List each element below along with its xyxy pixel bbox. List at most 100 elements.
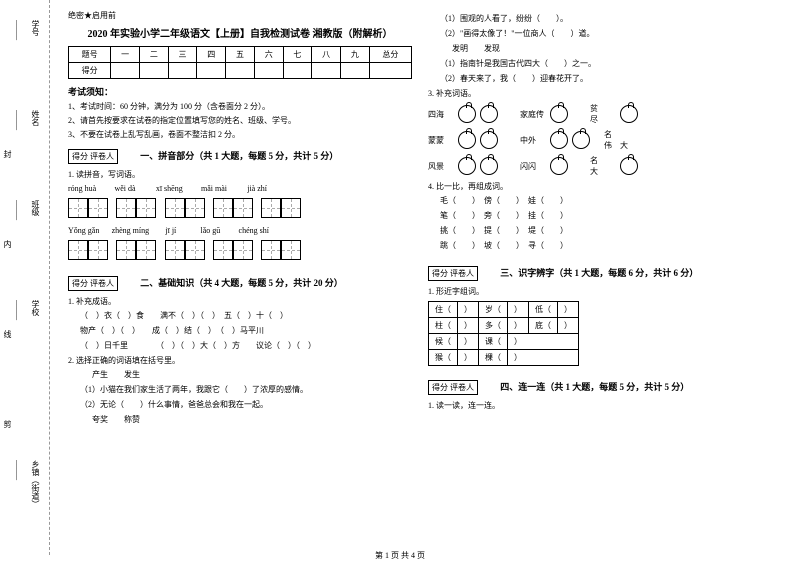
td[interactable] bbox=[226, 63, 255, 79]
q-line: （ ）日千里 （ ）（ ）大（ ）方 议论（ ）（ ） bbox=[68, 340, 412, 352]
circle-icon[interactable] bbox=[480, 157, 498, 175]
grid-row-2 bbox=[68, 240, 412, 260]
td[interactable]: ） bbox=[508, 302, 529, 318]
circle-label: 名 伟 大 bbox=[604, 129, 632, 151]
circle-icon[interactable] bbox=[620, 157, 638, 175]
circle-icon[interactable] bbox=[572, 131, 590, 149]
q3-1-label: 1. 形近字组词。 bbox=[428, 286, 772, 297]
char-box[interactable] bbox=[68, 198, 88, 218]
circle-icon[interactable] bbox=[550, 131, 568, 149]
score-box: 得分 评卷人 bbox=[68, 149, 118, 164]
table-row: 猴（）棵（） bbox=[429, 350, 579, 366]
q2-2-label: 2. 选择正确的词语填在括号里。 bbox=[68, 355, 412, 366]
q-line: （2）春天来了，我（ ）迎春花开了。 bbox=[428, 73, 772, 85]
char-box[interactable] bbox=[281, 240, 301, 260]
section-1-title: 一、拼音部分（共 1 大题，每题 5 分，共计 5 分） bbox=[140, 151, 338, 161]
circle-icon[interactable] bbox=[458, 157, 476, 175]
line-xuexiao: _____ bbox=[15, 300, 24, 320]
char-box[interactable] bbox=[213, 240, 233, 260]
circle-label: 四海 bbox=[428, 109, 456, 120]
th: 六 bbox=[254, 47, 283, 63]
th: 总分 bbox=[369, 47, 411, 63]
word-pair: 夸奖 称赞 bbox=[68, 414, 412, 426]
char-box[interactable] bbox=[136, 198, 156, 218]
td: 多（ bbox=[479, 318, 508, 334]
circle-label: 闪闪 bbox=[520, 161, 548, 172]
pinyin: xī shēng bbox=[156, 184, 183, 193]
char-box[interactable] bbox=[233, 198, 253, 218]
word-pair: 发明 发现 bbox=[428, 43, 772, 55]
char-box[interactable] bbox=[261, 240, 281, 260]
char-box[interactable] bbox=[88, 198, 108, 218]
q-line: （1）小猫在我们家生活了两年，我跟它（ ）了浓厚的感情。 bbox=[68, 384, 412, 396]
circle-icon[interactable] bbox=[550, 157, 568, 175]
th: 七 bbox=[283, 47, 312, 63]
section-3-title: 三、识字辨字（共 1 大题，每题 6 分，共计 6 分） bbox=[500, 268, 698, 278]
circle-label: 家庭传 bbox=[520, 109, 548, 120]
td[interactable]: ） bbox=[508, 350, 579, 366]
section-2-title: 二、基础知识（共 4 大题，每题 5 分，共计 20 分） bbox=[140, 278, 343, 288]
td[interactable]: ） bbox=[508, 318, 529, 334]
char-box[interactable] bbox=[185, 240, 205, 260]
td[interactable]: ） bbox=[558, 318, 579, 334]
td[interactable] bbox=[340, 63, 369, 79]
td[interactable]: ） bbox=[558, 302, 579, 318]
circle-label: 风景 bbox=[428, 161, 456, 172]
char-box[interactable] bbox=[136, 240, 156, 260]
circle-label: 中外 bbox=[520, 135, 548, 146]
td[interactable] bbox=[168, 63, 197, 79]
score-box: 得分 评卷人 bbox=[428, 266, 478, 281]
circle-icon[interactable] bbox=[480, 105, 498, 123]
th: 八 bbox=[312, 47, 341, 63]
td[interactable] bbox=[139, 63, 168, 79]
char-box[interactable] bbox=[261, 198, 281, 218]
pinyin: jī jí bbox=[165, 226, 176, 235]
circle-icon[interactable] bbox=[458, 131, 476, 149]
th: 三 bbox=[168, 47, 197, 63]
circle-icon[interactable] bbox=[550, 105, 568, 123]
td[interactable]: ） bbox=[458, 318, 479, 334]
char-box[interactable] bbox=[213, 198, 233, 218]
th: 一 bbox=[111, 47, 140, 63]
word-table: 住（）岁（）低（） 柱（）多（）底（） 候（）课（） 猴（）棵（） bbox=[428, 301, 579, 366]
td[interactable] bbox=[312, 63, 341, 79]
pinyin: róng huà bbox=[68, 184, 96, 193]
th: 二 bbox=[139, 47, 168, 63]
char-box[interactable] bbox=[165, 240, 185, 260]
td[interactable] bbox=[111, 63, 140, 79]
pinyin: zhèng míng bbox=[112, 226, 150, 235]
q-line: 挑（ ） 提（ ） 堤（ ） bbox=[428, 225, 772, 237]
score-table: 题号 一 二 三 四 五 六 七 八 九 总分 得分 bbox=[68, 46, 412, 79]
td[interactable] bbox=[283, 63, 312, 79]
circle-icon[interactable] bbox=[620, 105, 638, 123]
circle-icon[interactable] bbox=[458, 105, 476, 123]
pinyin: chéng shí bbox=[239, 226, 269, 235]
char-box[interactable] bbox=[116, 240, 136, 260]
th: 九 bbox=[340, 47, 369, 63]
char-box[interactable] bbox=[233, 240, 253, 260]
td[interactable]: ） bbox=[458, 350, 479, 366]
td[interactable]: ） bbox=[458, 302, 479, 318]
table-row: 住（）岁（）低（） bbox=[429, 302, 579, 318]
char-box[interactable] bbox=[88, 240, 108, 260]
th: 五 bbox=[226, 47, 255, 63]
td[interactable]: ） bbox=[458, 334, 479, 350]
grid-row-1 bbox=[68, 198, 412, 218]
char-box[interactable] bbox=[185, 198, 205, 218]
pinyin-row-2: Yǒng gǎn zhèng míng jī jí lǎo gū chéng s… bbox=[68, 226, 412, 236]
td: 得分 bbox=[69, 63, 111, 79]
char-box[interactable] bbox=[281, 198, 301, 218]
td: 岁（ bbox=[479, 302, 508, 318]
notice-item: 2、请首先按要求在试卷的指定位置填写您的姓名、班级、学号。 bbox=[68, 115, 412, 126]
circle-label: 名 大 bbox=[590, 155, 618, 177]
char-box[interactable] bbox=[68, 240, 88, 260]
char-box[interactable] bbox=[116, 198, 136, 218]
char-box[interactable] bbox=[165, 198, 185, 218]
score-box: 得分 评卷人 bbox=[68, 276, 118, 291]
td[interactable]: ） bbox=[508, 334, 579, 350]
circle-icon[interactable] bbox=[480, 131, 498, 149]
td[interactable] bbox=[197, 63, 226, 79]
exam-title: 2020 年实验小学二年级语文【上册】自我检测试卷 湘教版（附解析） bbox=[68, 25, 412, 40]
td[interactable] bbox=[254, 63, 283, 79]
td[interactable] bbox=[369, 63, 411, 79]
